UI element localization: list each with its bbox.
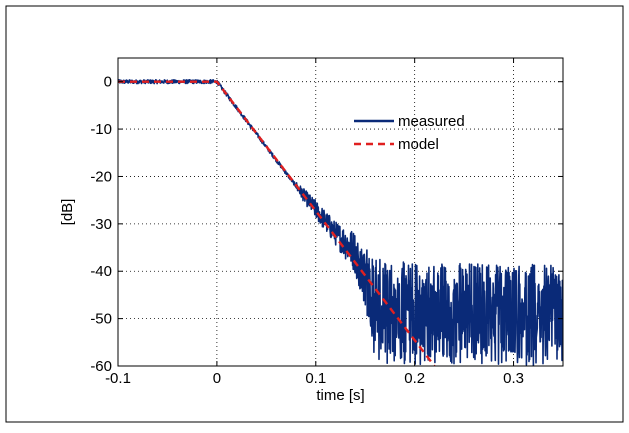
series-model [118, 80, 436, 366]
y-tick-label: -60 [90, 358, 112, 375]
tick-labels: -0.1 0 0.1 0.2 0.3 -60 -50 -40 -30 -20 -10 0 [90, 74, 524, 387]
y-tick-label: -40 [90, 263, 112, 280]
y-tick-label: -20 [90, 168, 112, 185]
tick-marks [117, 58, 563, 367]
y-tick-label: -10 [90, 121, 112, 138]
legend-label-model: model [398, 136, 439, 153]
y-axis-label: [dB] [59, 199, 76, 226]
x-tick-label: -0.1 [105, 370, 131, 387]
x-axis-label: time [s] [316, 387, 364, 404]
x-tick-label: 0.3 [503, 370, 524, 387]
x-tick-label: 0.1 [305, 370, 326, 387]
legend-label-measured: measured [398, 113, 465, 130]
x-tick-label: 0 [213, 370, 221, 387]
legend: measured model [354, 113, 465, 153]
series-group [118, 79, 563, 366]
x-tick-label: 0.2 [404, 370, 425, 387]
plot-area [118, 58, 563, 366]
y-tick-label: 0 [104, 74, 112, 91]
y-tick-label: -50 [90, 311, 112, 328]
y-tick-label: -30 [90, 216, 112, 233]
series-layer [118, 79, 563, 366]
plot-frame [117, 57, 564, 367]
